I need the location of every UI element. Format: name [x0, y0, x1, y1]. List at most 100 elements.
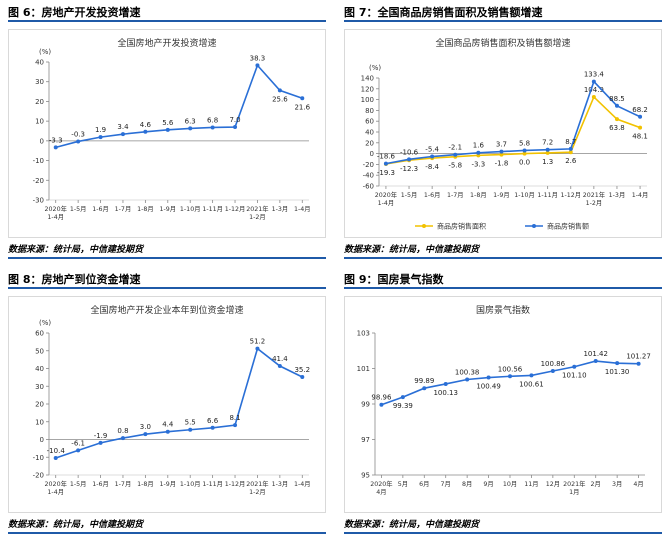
x-tick-label: 1-5月 [70, 480, 87, 488]
data-label: -5.4 [425, 146, 439, 154]
data-point [210, 425, 215, 430]
series-line [55, 347, 303, 459]
y-tick-label: 103 [357, 330, 370, 338]
x-tick-label: 1-11月 [537, 191, 558, 199]
title-rule [8, 287, 326, 289]
data-point [591, 79, 596, 84]
x-tick-label: 1-4月 [294, 480, 311, 488]
data-point [143, 432, 148, 437]
source-rule [344, 532, 662, 534]
data-label: -0.3 [71, 130, 85, 138]
source-note: 数据来源：统计局，中信建投期货 [344, 520, 480, 530]
data-point [53, 145, 58, 150]
data-label: 100.49 [476, 383, 501, 391]
y-tick-label: 0 [40, 436, 44, 444]
y-tick-label: 20 [35, 401, 44, 409]
x-tick-label: 1-7月 [115, 480, 132, 488]
data-label: 8.7 [565, 138, 576, 146]
data-point [568, 150, 573, 155]
series-line [385, 80, 641, 165]
data-point [638, 114, 643, 119]
x-tick-label: 1-9月 [493, 191, 510, 199]
legend-label: 商品房销售额 [547, 222, 589, 231]
data-label: 5.8 [519, 139, 530, 147]
x-tick-label: 2020年 [375, 190, 397, 199]
series-line [55, 63, 303, 149]
x-tick-label: 1-7月 [115, 205, 132, 213]
source-rule [8, 257, 326, 259]
data-point [407, 157, 412, 162]
data-point [638, 125, 643, 130]
x-tick-label: 1-4月 [378, 199, 395, 207]
source-rule [344, 257, 662, 259]
y-tick-label: -30 [33, 197, 44, 205]
data-label: 7.2 [542, 139, 553, 147]
y-tick-label: 40 [365, 129, 374, 137]
x-tick-label: 9月 [483, 480, 493, 488]
panel-fig9: 图 9：国房景气指数 国房景气指数 95 97 99 101 103 2020年 4月 5月 6月… [344, 271, 662, 541]
y-tick-label: -20 [33, 472, 44, 480]
data-label: 101.42 [583, 350, 608, 358]
y-tick-label: 50 [35, 347, 44, 355]
data-label: 25.6 [272, 95, 288, 103]
x-tick-label: 1-2月 [249, 488, 266, 496]
y-tick-label: 30 [35, 78, 44, 86]
data-point [499, 149, 504, 154]
data-label: 3.7 [496, 141, 507, 149]
y-tick-label: 97 [361, 436, 370, 444]
x-tick-label: 6月 [419, 480, 429, 488]
x-tick-label: 1-6月 [92, 205, 109, 213]
data-label: -2.1 [448, 144, 462, 152]
data-label: 101.27 [626, 353, 651, 361]
x-tick-label: 1-4月 [47, 488, 64, 496]
data-label: -19.3 [377, 169, 395, 177]
chart-investment-growth: 全国房地产开发投资增速(%)-30-20-100102030402020年1-4… [33, 37, 311, 221]
data-label: 0.0 [519, 159, 530, 167]
data-point [188, 427, 193, 432]
y-tick-label: 40 [35, 365, 44, 373]
y-tick-label: -20 [33, 177, 44, 185]
series-line [385, 95, 641, 165]
y-tick-label: 60 [35, 330, 44, 338]
data-label: 21.6 [294, 103, 310, 111]
chart-box: 全国房地产开发投资增速 (%) -30 -20 -10 0 10 20 30 40 2020年 1-4… [8, 29, 326, 238]
data-point [120, 436, 125, 441]
data-point [120, 132, 125, 137]
data-label: 6.3 [185, 117, 196, 125]
data-label: 4.4 [162, 421, 174, 429]
data-point [165, 429, 170, 434]
x-tick-label: 2020年 [45, 479, 67, 488]
x-tick-label: 1-2月 [249, 213, 266, 221]
y-unit-label: (%) [369, 64, 381, 72]
data-label: -1.8 [495, 160, 509, 168]
data-label: 5.6 [162, 119, 174, 127]
data-point [591, 94, 596, 99]
data-point [255, 346, 260, 351]
data-point [400, 395, 405, 400]
data-point [614, 117, 619, 122]
data-point [572, 364, 577, 369]
data-label: -10.6 [400, 148, 419, 156]
data-label: 1.3 [542, 158, 553, 166]
x-tick-label: 1-12月 [225, 480, 246, 488]
y-tick-label: 20 [365, 139, 374, 147]
x-tick-label: 1-4月 [47, 213, 64, 221]
data-label: -6.1 [71, 439, 85, 447]
x-tick-label: 7月 [441, 480, 451, 488]
y-tick-label: 140 [361, 75, 374, 83]
data-point [76, 139, 81, 144]
data-label: 41.4 [272, 355, 288, 363]
x-tick-label: 1-12月 [560, 191, 581, 199]
x-tick-label: 2020年 [370, 479, 392, 488]
data-label: 98.96 [371, 394, 392, 402]
x-tick-label: 2020年 [45, 204, 67, 213]
data-point [233, 423, 238, 428]
data-point [277, 88, 282, 93]
data-label: 133.4 [584, 71, 605, 79]
data-point [508, 374, 512, 379]
data-label: 7.0 [229, 116, 240, 124]
data-label: 35.2 [294, 366, 310, 374]
y-tick-label: 40 [35, 59, 44, 67]
data-point [568, 146, 573, 151]
legend-marker [422, 224, 426, 228]
